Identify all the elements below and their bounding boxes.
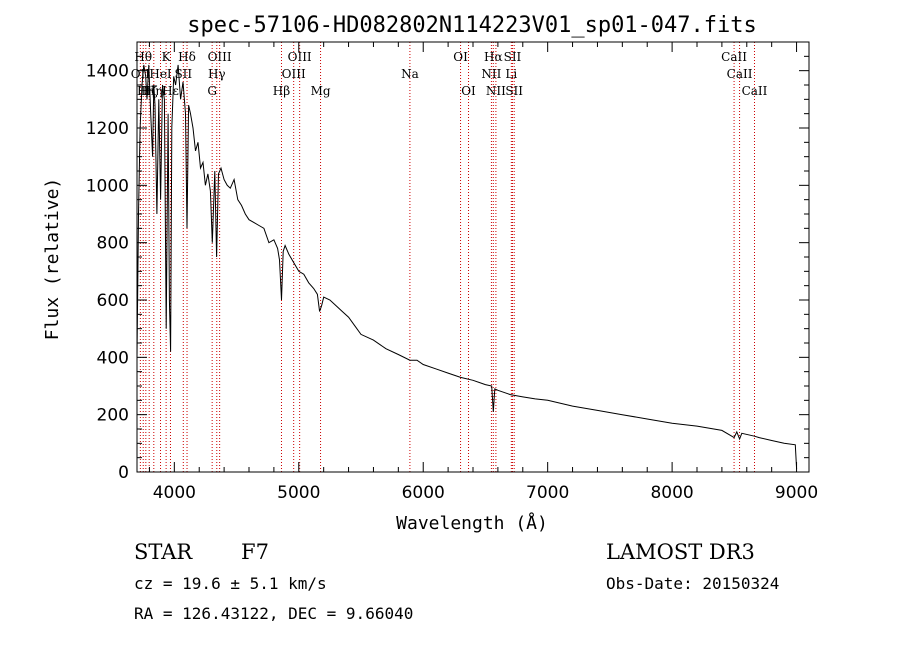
y-axis-label: Flux (relative) (42, 178, 63, 341)
emission-line-label: NII (486, 84, 506, 98)
emission-line-label: CaII (721, 50, 747, 64)
y-tick-label: 600 (97, 291, 129, 311)
emission-line-label: OI (461, 84, 476, 98)
plot-frame (136, 41, 810, 473)
emission-line-label: Hγ (208, 67, 226, 81)
emission-line-label: SII (505, 84, 523, 98)
spectrum-line (136, 64, 798, 470)
emission-line-label: Na (401, 67, 419, 81)
emission-line-label: G (207, 84, 217, 98)
x-tick-label: 5000 (277, 483, 320, 503)
y-tick-label: 200 (97, 406, 129, 426)
emission-line-label: OII (131, 67, 151, 81)
y-tick-label: 1000 (86, 176, 129, 196)
emission-line-label: Mg (311, 84, 331, 98)
emission-line-label: NII (481, 67, 501, 81)
x-tick-label: 9000 (775, 483, 818, 503)
y-axis-ticks: 0 200 400 600 800 1000 1200 1400 (86, 55, 809, 483)
redshift-cz: cz = 19.6 ± 5.1 km/s (134, 574, 327, 593)
coordinates: RA = 126.43122, DEC = 9.66040 (134, 604, 413, 623)
object-class: STAR (134, 540, 193, 564)
x-axis-ticks: 4000 5000 6000 7000 8000 9000 (148, 42, 818, 503)
obs-date: Obs-Date: 20150324 (606, 574, 779, 593)
y-tick-label: 1400 (86, 62, 129, 82)
emission-line-label: OIII (288, 50, 312, 64)
emission-line-markers (139, 42, 755, 472)
x-tick-label: 6000 (402, 483, 445, 503)
emission-line-label: K (162, 50, 172, 64)
emission-line-labels: OIIHθHηHζHηHeIKHεSIIHδGHγOIIIHβOIIIOIIIM… (131, 50, 768, 98)
x-tick-label: 7000 (526, 483, 569, 503)
emission-line-label: Hδ (178, 50, 196, 64)
emission-line-label: Li (505, 67, 517, 81)
chart-title: spec-57106-HD082802N114223V01_sp01-047.f… (187, 13, 757, 38)
emission-line-label: OI (453, 50, 468, 64)
emission-line-label: Hε (162, 84, 179, 98)
y-tick-label: 400 (97, 348, 129, 368)
x-axis-label: Wavelength (Å) (396, 512, 548, 534)
emission-line-label: SII (504, 50, 522, 64)
object-subclass: F7 (241, 540, 269, 564)
emission-line-label: CaII (727, 67, 753, 81)
y-tick-label: 1200 (86, 119, 129, 139)
emission-line-label: Hθ (134, 50, 152, 64)
y-tick-label: 800 (97, 234, 129, 254)
emission-line-label: Hα (484, 50, 503, 64)
emission-line-label: OIII (208, 50, 232, 64)
emission-line-label: Hβ (273, 84, 290, 98)
x-tick-label: 4000 (153, 483, 196, 503)
emission-line-label: HeI (149, 67, 172, 81)
x-tick-label: 8000 (650, 483, 693, 503)
emission-line-label: OIII (282, 67, 306, 81)
y-tick-label: 0 (118, 463, 129, 483)
survey-name: LAMOST DR3 (606, 540, 755, 564)
emission-line-label: CaII (742, 84, 768, 98)
